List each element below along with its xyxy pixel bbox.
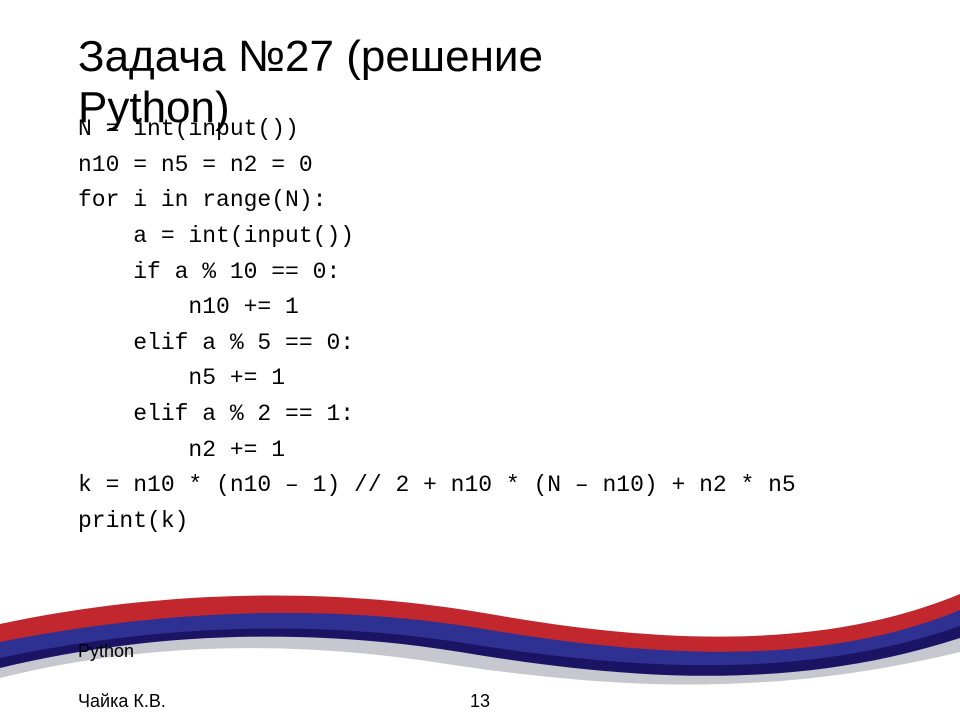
footer-language: Python [78,641,134,662]
code-line: a = int(input()) [78,223,354,249]
footer-author: Чайка К.В. [78,691,166,712]
code-line: elif a % 5 == 0: [78,330,354,356]
code-line: N = int(input()) [78,116,299,142]
code-line: for i in range(N): [78,187,326,213]
code-line: elif a % 2 == 1: [78,401,354,427]
title-line-1: Задача №27 (решение [78,32,543,81]
code-block: N = int(input()) n10 = n5 = n2 = 0 for i… [78,112,796,540]
code-line: n10 = n5 = n2 = 0 [78,152,313,178]
code-line: n5 += 1 [78,365,285,391]
code-line: n2 += 1 [78,437,285,463]
code-line: print(k) [78,508,188,534]
code-line: k = n10 * (n10 – 1) // 2 + n10 * (N – n1… [78,472,796,498]
code-line: n10 += 1 [78,294,299,320]
page-number: 13 [470,691,490,712]
decorative-ribbon [0,560,960,700]
slide: Задача №27 (решение Python) N = int(inpu… [0,0,960,720]
code-line: if a % 10 == 0: [78,259,340,285]
